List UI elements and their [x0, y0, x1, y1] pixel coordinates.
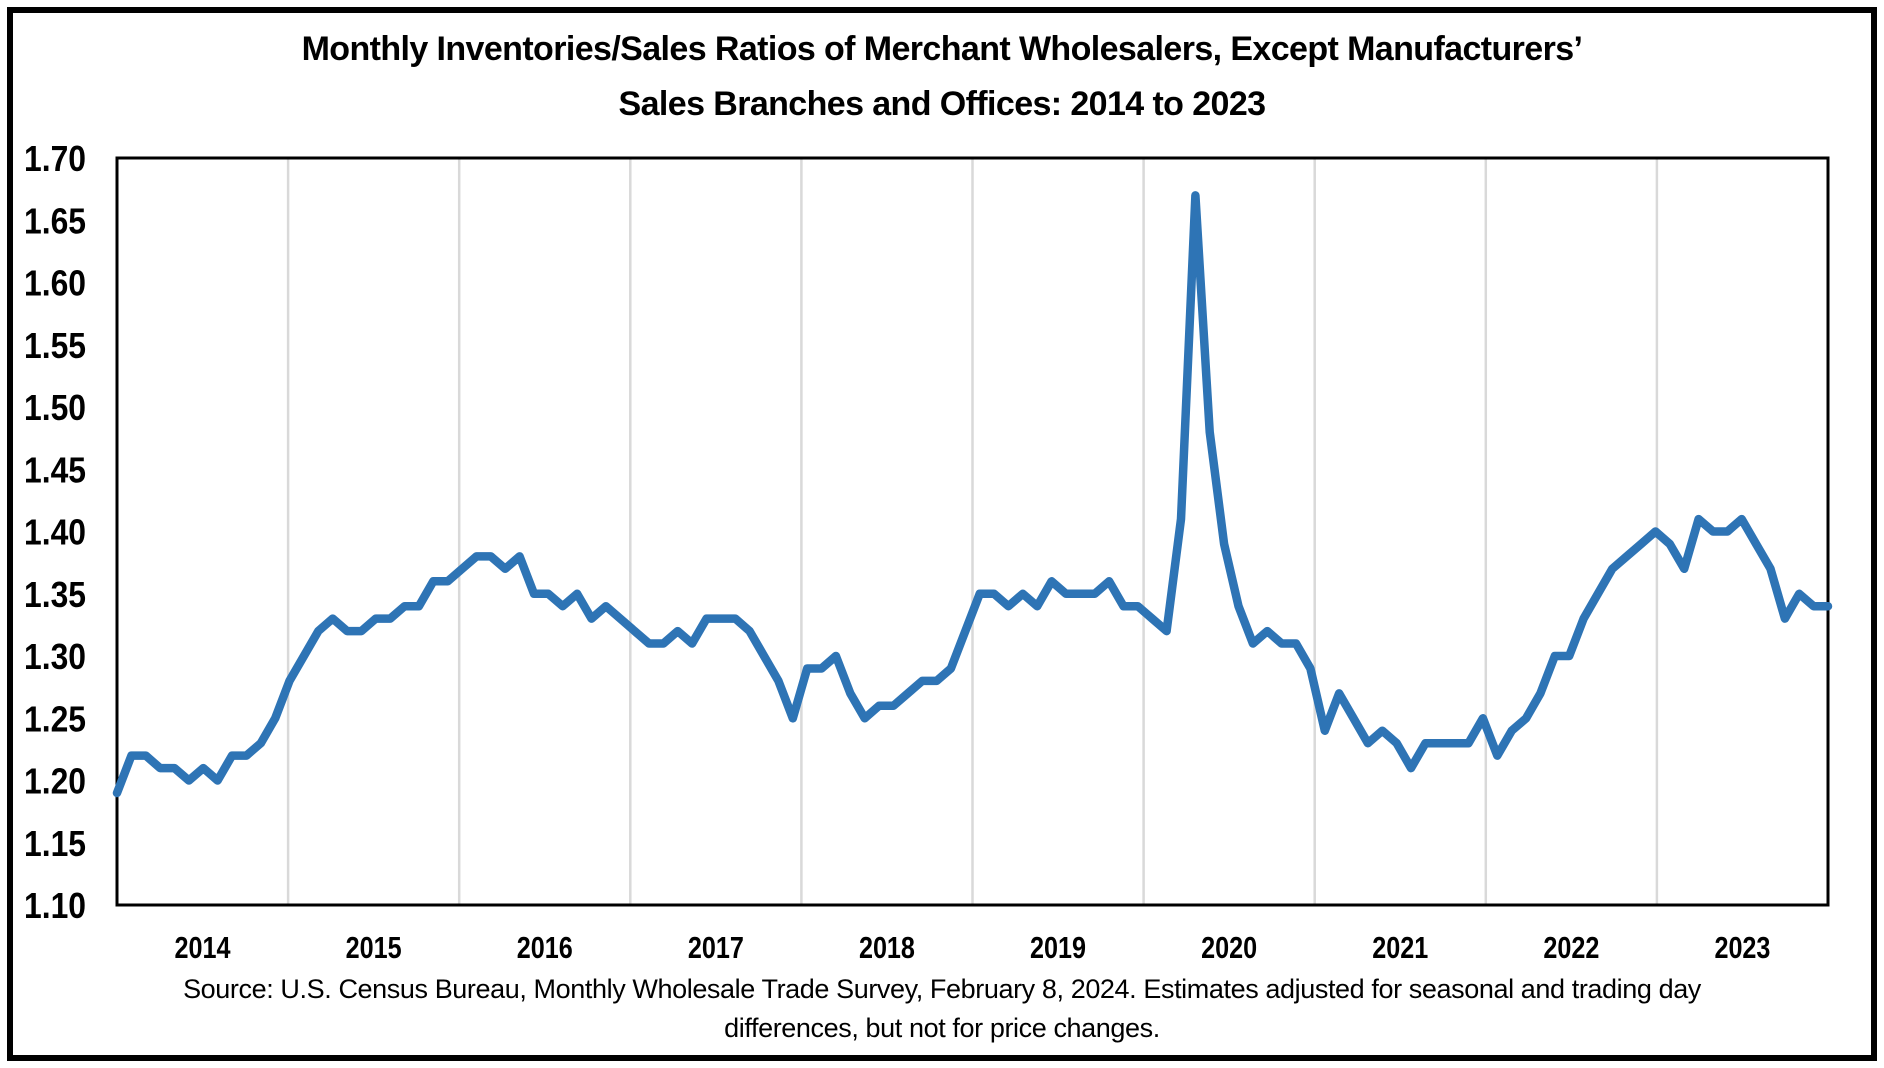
x-axis-year-label: 2015: [346, 930, 402, 965]
y-axis-tick-label: 1.10: [24, 885, 86, 926]
inventories-sales-ratio-line: [112, 191, 1833, 798]
source-note: Source: U.S. Census Bureau, Monthly Whol…: [0, 970, 1884, 1048]
x-axis-year-label: 2022: [1543, 930, 1599, 965]
chart-title: Monthly Inventories/Sales Ratios of Merc…: [0, 22, 1884, 132]
y-axis-tick-label: 1.50: [24, 387, 86, 428]
x-axis-year-label: 2020: [1201, 930, 1257, 965]
source-note-line-2: differences, but not for price changes.: [724, 1013, 1160, 1043]
y-axis-tick-label: 1.35: [24, 574, 86, 615]
x-axis-year-label: 2017: [688, 930, 744, 965]
x-axis-year-label: 2023: [1714, 930, 1770, 965]
plot-frame: [115, 156, 1830, 907]
figure-border: [7, 7, 1877, 1061]
y-axis-tick-label: 1.20: [24, 761, 86, 802]
chart-title-line-2: Sales Branches and Offices: 2014 to 2023: [618, 85, 1266, 123]
source-note-line-1: Source: U.S. Census Bureau, Monthly Whol…: [183, 974, 1701, 1004]
y-axis-tick-label: 1.60: [24, 263, 86, 304]
x-axis-year-label: 2016: [517, 930, 573, 965]
y-axis-tick-label: 1.65: [24, 200, 86, 241]
y-axis-tick-label: 1.40: [24, 512, 86, 553]
y-axis-tick-label: 1.55: [24, 325, 86, 366]
x-axis-year-label: 2019: [1030, 930, 1086, 965]
chart-title-line-1: Monthly Inventories/Sales Ratios of Merc…: [301, 30, 1583, 68]
y-axis-tick-label: 1.70: [24, 138, 86, 179]
y-axis-tick-label: 1.15: [24, 823, 86, 864]
y-axis-tick-label: 1.45: [24, 449, 86, 490]
x-axis-year-label: 2014: [175, 930, 232, 965]
x-axis-year-label: 2018: [859, 930, 915, 965]
y-axis-tick-label: 1.30: [24, 636, 86, 677]
y-axis-tick-label: 1.25: [24, 698, 86, 739]
x-axis-year-label: 2021: [1372, 930, 1428, 965]
